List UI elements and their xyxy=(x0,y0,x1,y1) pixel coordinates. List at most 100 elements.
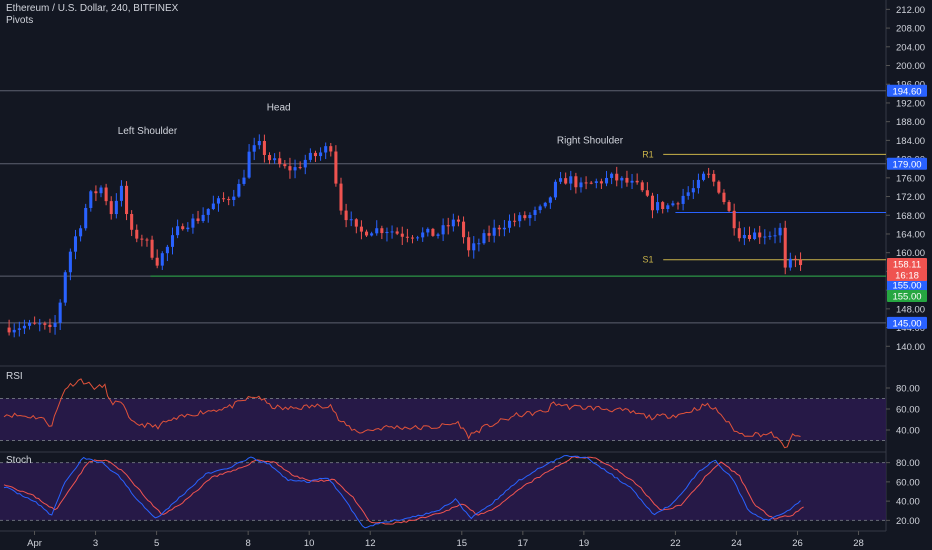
candle-body xyxy=(416,237,420,239)
candle-body xyxy=(206,209,210,215)
stoch-k-line xyxy=(3,454,801,529)
candle-body xyxy=(696,179,700,189)
candle-body xyxy=(257,141,261,146)
candle-body xyxy=(395,231,399,234)
stoch-tick-label: 80.00 xyxy=(896,458,920,469)
annotation-head: Head xyxy=(267,103,291,114)
candle-body xyxy=(130,214,134,230)
candle-body xyxy=(38,323,42,325)
candle-body xyxy=(119,185,123,201)
chart-title: Ethereum / U.S. Dollar, 240, BITFINEX xyxy=(6,3,179,14)
candle-body xyxy=(364,231,369,236)
time-tick-label: 10 xyxy=(304,538,315,549)
candle-body xyxy=(599,181,603,184)
candle-body xyxy=(53,322,57,328)
candle-body xyxy=(783,227,787,268)
candle-body xyxy=(196,218,200,222)
candle-body xyxy=(625,177,629,183)
candle-body xyxy=(507,220,512,228)
rsi-tick-label: 60.00 xyxy=(896,405,920,416)
candle-body xyxy=(370,233,374,236)
candle-body xyxy=(717,181,721,193)
stoch-tick-label: 20.00 xyxy=(896,516,920,527)
candle-body xyxy=(293,167,297,171)
time-tick-label: 26 xyxy=(792,538,803,549)
support-line-tag: 155.00 xyxy=(892,281,921,292)
price-tick-label: 192.00 xyxy=(896,98,925,109)
countdown-tag-bg xyxy=(887,269,927,281)
candle-body xyxy=(22,325,26,329)
candle-body xyxy=(497,227,501,230)
candle-body xyxy=(390,231,394,233)
candle-body xyxy=(140,238,144,240)
time-tick-label: 5 xyxy=(154,538,159,549)
candle-body xyxy=(63,272,67,303)
candle-body xyxy=(656,202,660,211)
candle-body xyxy=(73,236,78,252)
candle-body xyxy=(68,251,72,273)
candle-body xyxy=(441,225,445,235)
candle-body xyxy=(707,173,711,175)
candle-body xyxy=(742,234,746,239)
candle-body xyxy=(431,228,435,236)
candle-body xyxy=(324,146,328,153)
candle-body xyxy=(635,180,639,183)
candle-body xyxy=(278,158,282,165)
candle-body xyxy=(359,226,363,232)
candle-body xyxy=(58,302,62,323)
price-tick-label: 188.00 xyxy=(896,117,925,128)
support-line-tag-bg xyxy=(887,279,927,291)
candle-body xyxy=(604,177,609,184)
annotation-left-shoulder: Left Shoulder xyxy=(118,126,178,137)
candle-body xyxy=(181,226,185,230)
candle-body xyxy=(482,233,486,244)
candle-body xyxy=(763,236,767,238)
candle-body xyxy=(319,152,323,157)
high-line-tag-bg xyxy=(887,84,927,97)
candle-body xyxy=(125,185,129,215)
candle-body xyxy=(701,173,706,180)
stoch-tick-label: 60.00 xyxy=(896,477,920,488)
stoch-d-line xyxy=(3,456,804,525)
stoch-title[interactable]: Stoch xyxy=(6,455,32,466)
candle-body xyxy=(799,259,803,266)
candle-body xyxy=(589,182,593,184)
candle-body xyxy=(155,257,159,266)
candle-body xyxy=(671,203,675,206)
rsi-tick-label: 80.00 xyxy=(896,384,920,395)
resistance-line-tag-bg xyxy=(887,157,927,170)
candle-body xyxy=(145,239,149,241)
candle-body xyxy=(247,151,251,178)
candle-body xyxy=(405,236,409,238)
low-line-tag: 145.00 xyxy=(892,318,921,329)
price-tick-label: 148.00 xyxy=(896,304,925,315)
time-tick-label: 15 xyxy=(456,538,467,549)
resistance-line-tag: 179.00 xyxy=(892,159,921,170)
candle-body xyxy=(375,228,379,234)
candle-body xyxy=(753,232,757,240)
candle-body xyxy=(421,232,425,238)
rsi-title[interactable]: RSI xyxy=(6,371,23,382)
candle-body xyxy=(344,210,348,221)
candle-body xyxy=(354,219,358,227)
price-tick-label: 168.00 xyxy=(896,211,925,222)
time-tick-label: 24 xyxy=(731,538,742,549)
candle-body xyxy=(380,228,384,234)
price-tick-label: 204.00 xyxy=(896,42,925,53)
candle-body xyxy=(308,152,312,160)
candle-body xyxy=(288,166,292,171)
candle-body xyxy=(109,201,113,215)
pivots-indicator-label[interactable]: Pivots xyxy=(6,15,34,26)
candle-body xyxy=(487,233,491,236)
rsi-line xyxy=(3,378,801,449)
candle-body xyxy=(43,323,47,325)
candle-body xyxy=(446,225,450,227)
price-tick-label: 200.00 xyxy=(896,61,925,72)
candle-body xyxy=(211,203,215,210)
rsi-tick-label: 40.00 xyxy=(896,426,920,437)
candle-body xyxy=(201,214,205,222)
candle-body xyxy=(513,220,517,222)
candle-body xyxy=(732,210,736,229)
countdown-tag: 16:18 xyxy=(895,271,919,282)
